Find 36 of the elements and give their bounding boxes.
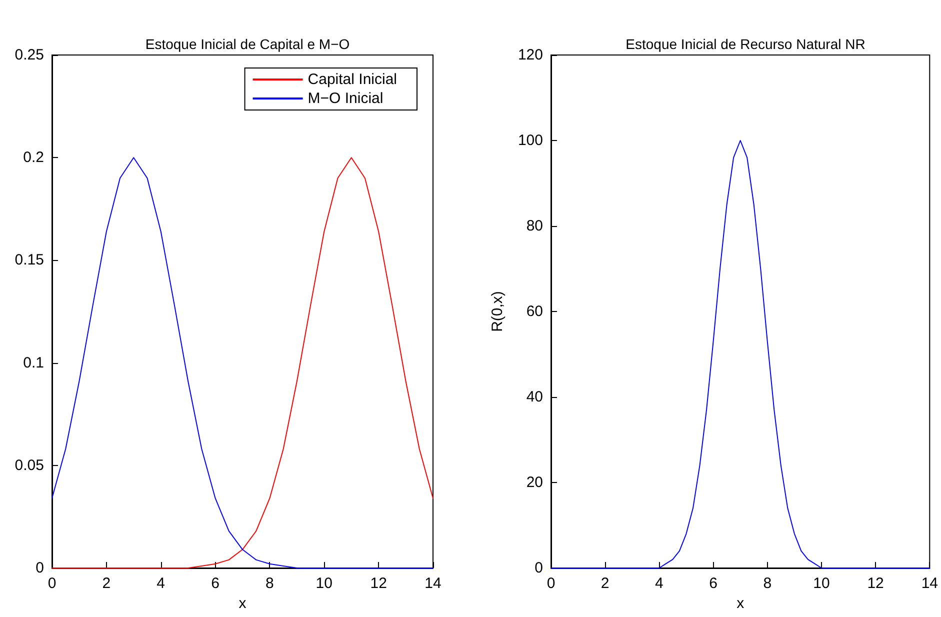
x-tick-label: 2 [102, 575, 111, 592]
x-tick-label: 8 [763, 575, 772, 592]
chart-title: Estoque Inicial de Recurso Natural NR [626, 36, 866, 52]
x-tick-label: 8 [266, 575, 274, 592]
x-tick-label: 14 [921, 575, 938, 592]
x-tick-label: 4 [655, 575, 664, 592]
y-tick-label: 20 [526, 474, 543, 491]
y-tick-label: 40 [526, 388, 543, 406]
x-tick-label: 6 [211, 575, 220, 592]
x-tick-label: 0 [48, 575, 56, 592]
x-axis-title: x [736, 594, 745, 612]
x-tick-label: 0 [546, 575, 556, 592]
x-tick-label: 4 [156, 575, 166, 592]
x-tick-label: 10 [316, 575, 332, 592]
legend-label: Capital Inicial [308, 71, 398, 88]
x-tick-label: 2 [600, 575, 610, 592]
y-tick-label: 0.15 [14, 252, 44, 269]
y-tick-label: 0.2 [23, 149, 44, 166]
x-tick-label: 10 [813, 575, 830, 592]
legend-label: M−O Inicial [308, 90, 384, 107]
y-tick-label: 0.25 [14, 46, 44, 64]
y-tick-label: 0.1 [23, 354, 44, 372]
y-tick-label: 60 [526, 303, 543, 320]
x-tick-label: 14 [424, 575, 442, 592]
y-axis-title: R(0,x) [489, 291, 506, 332]
x-tick-label: 12 [370, 575, 387, 592]
x-tick-label: 12 [867, 575, 884, 592]
x-axis-title: x [238, 594, 247, 612]
chart-title: Estoque Inicial de Capital e M−O [145, 36, 350, 52]
y-tick-label: 0 [36, 560, 44, 576]
y-tick-label: 120 [518, 46, 543, 64]
y-tick-label: 80 [526, 218, 543, 234]
y-tick-label: 0.05 [14, 456, 44, 474]
x-tick-label: 6 [709, 575, 718, 592]
y-tick-label: 100 [518, 132, 543, 149]
y-tick-label: 0 [534, 560, 543, 576]
